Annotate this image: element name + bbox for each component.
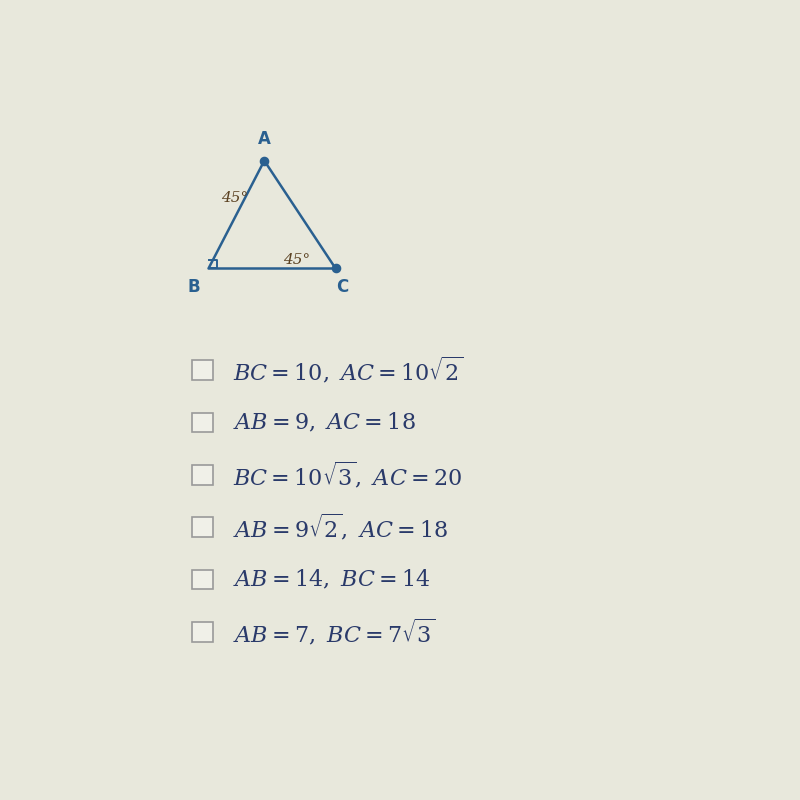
Point — [258, 154, 270, 167]
Text: $BC = 10,\ AC = 10\sqrt{2}$: $BC = 10,\ AC = 10\sqrt{2}$ — [234, 355, 464, 386]
FancyBboxPatch shape — [192, 413, 213, 432]
FancyBboxPatch shape — [192, 622, 213, 642]
FancyBboxPatch shape — [192, 465, 213, 485]
Text: 45°: 45° — [221, 190, 248, 205]
FancyBboxPatch shape — [192, 360, 213, 380]
Point — [330, 262, 342, 275]
Text: 45°: 45° — [283, 254, 310, 267]
Text: C: C — [336, 278, 348, 296]
Text: $AB = 7,\ BC = 7\sqrt{3}$: $AB = 7,\ BC = 7\sqrt{3}$ — [234, 617, 436, 647]
FancyBboxPatch shape — [192, 518, 213, 537]
Text: $AB = 14,\ BC = 14$: $AB = 14,\ BC = 14$ — [234, 568, 430, 591]
FancyBboxPatch shape — [192, 570, 213, 590]
Text: A: A — [258, 130, 270, 148]
Text: B: B — [188, 278, 201, 296]
Text: $AB = 9,\ AC = 18$: $AB = 9,\ AC = 18$ — [234, 411, 416, 434]
Text: $BC = 10\sqrt{3},\ AC = 20$: $BC = 10\sqrt{3},\ AC = 20$ — [234, 460, 462, 490]
Text: $AB = 9\sqrt{2},\ AC = 18$: $AB = 9\sqrt{2},\ AC = 18$ — [234, 512, 449, 542]
